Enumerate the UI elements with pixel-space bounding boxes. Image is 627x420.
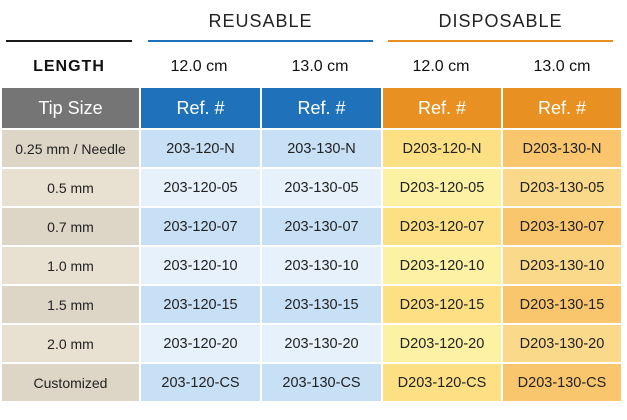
- ref-cell: D203-130-CS: [501, 362, 623, 403]
- disposable-group-title: DISPOSABLE: [438, 11, 563, 31]
- ref-cell: D203-130-10: [501, 245, 623, 286]
- tip-size-cell: 1.5 mm: [0, 284, 141, 325]
- disposable-ref-header: Ref. #: [381, 86, 503, 130]
- reusable-ref-header: Ref. #: [260, 86, 383, 130]
- tip-size-cell: 0.7 mm: [0, 206, 141, 247]
- table-row: 1.0 mm 203-120-10 203-130-10 D203-120-10…: [0, 245, 623, 286]
- length-value: 12.0 cm: [170, 58, 228, 75]
- length-divider: [6, 40, 132, 42]
- ref-cell: 203-130-05: [260, 167, 383, 208]
- header-row: Tip Size Ref. # Ref. # Ref. # Ref. #: [0, 86, 623, 130]
- table-row: 2.0 mm 203-120-20 203-130-20 D203-120-20…: [0, 323, 623, 364]
- ref-cell: D203-120-10: [381, 245, 503, 286]
- ref-cell: 203-120-07: [139, 206, 262, 247]
- reference-table: Tip Size Ref. # Ref. # Ref. # Ref. # 0.2…: [0, 86, 623, 403]
- ref-cell: 203-120-10: [139, 245, 262, 286]
- ref-cell: 203-120-CS: [139, 362, 262, 403]
- ref-cell: D203-120-20: [381, 323, 503, 364]
- tip-size-cell: 0.25 mm / Needle: [0, 128, 141, 169]
- length-label: LENGTH: [33, 58, 105, 75]
- ref-cell: 203-120-N: [139, 128, 262, 169]
- ref-cell: D203-120-07: [381, 206, 503, 247]
- tip-size-cell: Customized: [0, 362, 141, 403]
- ref-cell: 203-130-15: [260, 284, 383, 325]
- tip-size-cell: 0.5 mm: [0, 167, 141, 208]
- ref-cell: D203-130-N: [501, 128, 623, 169]
- table-row: Customized 203-120-CS 203-130-CS D203-12…: [0, 362, 623, 403]
- length-value: 12.0 cm: [412, 58, 470, 75]
- ref-cell: 203-120-05: [139, 167, 262, 208]
- ref-cell: D203-120-05: [381, 167, 503, 208]
- ref-cell: D203-130-15: [501, 284, 623, 325]
- ref-cell: 203-130-CS: [260, 362, 383, 403]
- reusable-group-title: REUSABLE: [208, 11, 313, 31]
- ref-cell: D203-130-05: [501, 167, 623, 208]
- tip-size-cell: 1.0 mm: [0, 245, 141, 286]
- reusable-divider: [148, 40, 373, 42]
- tip-size-cell: 2.0 mm: [0, 323, 141, 364]
- ref-cell: 203-130-10: [260, 245, 383, 286]
- length-value: 13.0 cm: [533, 58, 591, 75]
- reusable-ref-header: Ref. #: [139, 86, 262, 130]
- ref-cell: 203-120-15: [139, 284, 262, 325]
- ref-cell: 203-130-07: [260, 206, 383, 247]
- table-row: 0.7 mm 203-120-07 203-130-07 D203-120-07…: [0, 206, 623, 247]
- table-row: 0.25 mm / Needle 203-120-N 203-130-N D20…: [0, 128, 623, 169]
- ref-cell: 203-120-20: [139, 323, 262, 364]
- ref-cell: 203-130-20: [260, 323, 383, 364]
- table-row: 1.5 mm 203-120-15 203-130-15 D203-120-15…: [0, 284, 623, 325]
- ref-cell: D203-130-20: [501, 323, 623, 364]
- ref-cell: 203-130-N: [260, 128, 383, 169]
- ref-cell: D203-130-07: [501, 206, 623, 247]
- ref-cell: D203-120-15: [381, 284, 503, 325]
- ref-cell: D203-120-N: [381, 128, 503, 169]
- disposable-divider: [388, 40, 613, 42]
- length-value: 13.0 cm: [291, 58, 349, 75]
- table-row: 0.5 mm 203-120-05 203-130-05 D203-120-05…: [0, 167, 623, 208]
- disposable-ref-header: Ref. #: [501, 86, 623, 130]
- ref-cell: D203-120-CS: [381, 362, 503, 403]
- tip-size-header: Tip Size: [0, 86, 141, 130]
